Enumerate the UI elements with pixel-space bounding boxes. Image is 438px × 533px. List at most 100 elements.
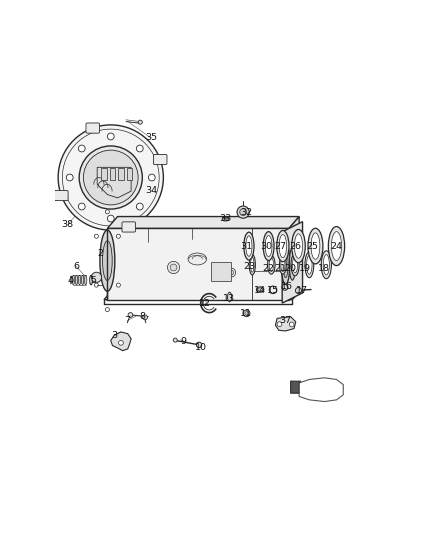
Ellipse shape xyxy=(279,255,286,274)
Ellipse shape xyxy=(265,236,272,256)
Circle shape xyxy=(117,234,120,238)
Text: 21: 21 xyxy=(274,264,286,273)
Circle shape xyxy=(277,322,282,327)
Text: 15: 15 xyxy=(267,286,279,295)
Text: 9: 9 xyxy=(181,337,187,345)
Text: 32: 32 xyxy=(240,208,252,216)
Ellipse shape xyxy=(328,227,345,265)
Ellipse shape xyxy=(78,275,81,285)
Circle shape xyxy=(245,312,248,315)
Circle shape xyxy=(119,341,124,345)
Text: 37: 37 xyxy=(279,316,291,325)
Circle shape xyxy=(196,342,202,348)
Text: 12: 12 xyxy=(199,300,211,308)
Polygon shape xyxy=(282,222,303,303)
Circle shape xyxy=(128,313,133,317)
Text: 8: 8 xyxy=(139,312,145,321)
Polygon shape xyxy=(111,332,131,351)
Ellipse shape xyxy=(222,217,229,221)
Circle shape xyxy=(79,146,142,209)
Bar xyxy=(127,168,132,180)
Ellipse shape xyxy=(332,232,342,261)
Text: 22: 22 xyxy=(262,264,274,273)
Text: 33: 33 xyxy=(219,214,232,223)
Ellipse shape xyxy=(102,241,112,280)
Text: 20: 20 xyxy=(284,264,296,273)
Ellipse shape xyxy=(246,236,252,256)
Text: 5: 5 xyxy=(91,276,97,285)
FancyBboxPatch shape xyxy=(54,190,68,200)
FancyBboxPatch shape xyxy=(153,155,167,165)
Text: 14: 14 xyxy=(254,286,265,295)
Ellipse shape xyxy=(188,253,207,265)
Circle shape xyxy=(136,203,143,210)
Circle shape xyxy=(138,120,142,124)
Text: 26: 26 xyxy=(289,241,301,251)
Ellipse shape xyxy=(305,252,314,278)
Text: 30: 30 xyxy=(260,241,272,251)
Ellipse shape xyxy=(292,229,305,263)
Ellipse shape xyxy=(227,292,232,302)
Ellipse shape xyxy=(75,275,78,285)
Ellipse shape xyxy=(244,232,254,260)
Circle shape xyxy=(240,209,247,215)
Ellipse shape xyxy=(263,232,274,261)
Circle shape xyxy=(66,174,73,181)
Text: 6: 6 xyxy=(73,262,79,271)
Ellipse shape xyxy=(293,256,298,273)
Circle shape xyxy=(94,234,99,238)
Text: 16: 16 xyxy=(281,282,293,292)
Ellipse shape xyxy=(251,257,254,272)
Circle shape xyxy=(290,322,294,327)
Ellipse shape xyxy=(283,251,288,278)
Circle shape xyxy=(58,125,163,230)
Ellipse shape xyxy=(256,287,264,292)
Ellipse shape xyxy=(100,230,115,291)
Circle shape xyxy=(143,315,148,320)
Circle shape xyxy=(107,133,114,140)
Ellipse shape xyxy=(291,254,299,276)
Circle shape xyxy=(170,264,177,271)
Ellipse shape xyxy=(321,251,332,279)
Text: 34: 34 xyxy=(145,186,158,195)
Text: 13: 13 xyxy=(223,294,235,303)
Text: 10: 10 xyxy=(195,343,207,352)
FancyBboxPatch shape xyxy=(86,123,99,133)
Ellipse shape xyxy=(224,219,227,220)
Text: 4: 4 xyxy=(67,276,73,285)
Circle shape xyxy=(227,268,236,277)
Circle shape xyxy=(167,261,180,273)
Text: 25: 25 xyxy=(306,241,318,251)
Text: 38: 38 xyxy=(62,220,74,229)
Circle shape xyxy=(117,283,120,287)
Ellipse shape xyxy=(279,235,286,257)
Text: 19: 19 xyxy=(299,264,311,273)
Ellipse shape xyxy=(268,255,275,274)
Polygon shape xyxy=(291,378,343,401)
Circle shape xyxy=(173,338,177,342)
Ellipse shape xyxy=(290,248,295,280)
Text: 17: 17 xyxy=(296,286,308,295)
Circle shape xyxy=(78,203,85,210)
Circle shape xyxy=(136,145,143,152)
Polygon shape xyxy=(291,381,301,393)
Circle shape xyxy=(78,145,85,152)
Circle shape xyxy=(94,283,99,287)
Ellipse shape xyxy=(307,255,312,274)
Text: 24: 24 xyxy=(330,241,342,251)
Ellipse shape xyxy=(81,275,84,285)
Ellipse shape xyxy=(281,244,290,285)
Circle shape xyxy=(237,206,249,218)
Polygon shape xyxy=(71,276,74,284)
Circle shape xyxy=(243,310,250,317)
Ellipse shape xyxy=(85,275,87,285)
Ellipse shape xyxy=(323,255,329,275)
Ellipse shape xyxy=(311,233,320,260)
Circle shape xyxy=(229,270,233,275)
Circle shape xyxy=(83,150,138,205)
Circle shape xyxy=(148,174,155,181)
Text: 3: 3 xyxy=(111,331,117,340)
Polygon shape xyxy=(276,317,296,331)
Ellipse shape xyxy=(258,288,262,291)
Ellipse shape xyxy=(249,255,255,275)
